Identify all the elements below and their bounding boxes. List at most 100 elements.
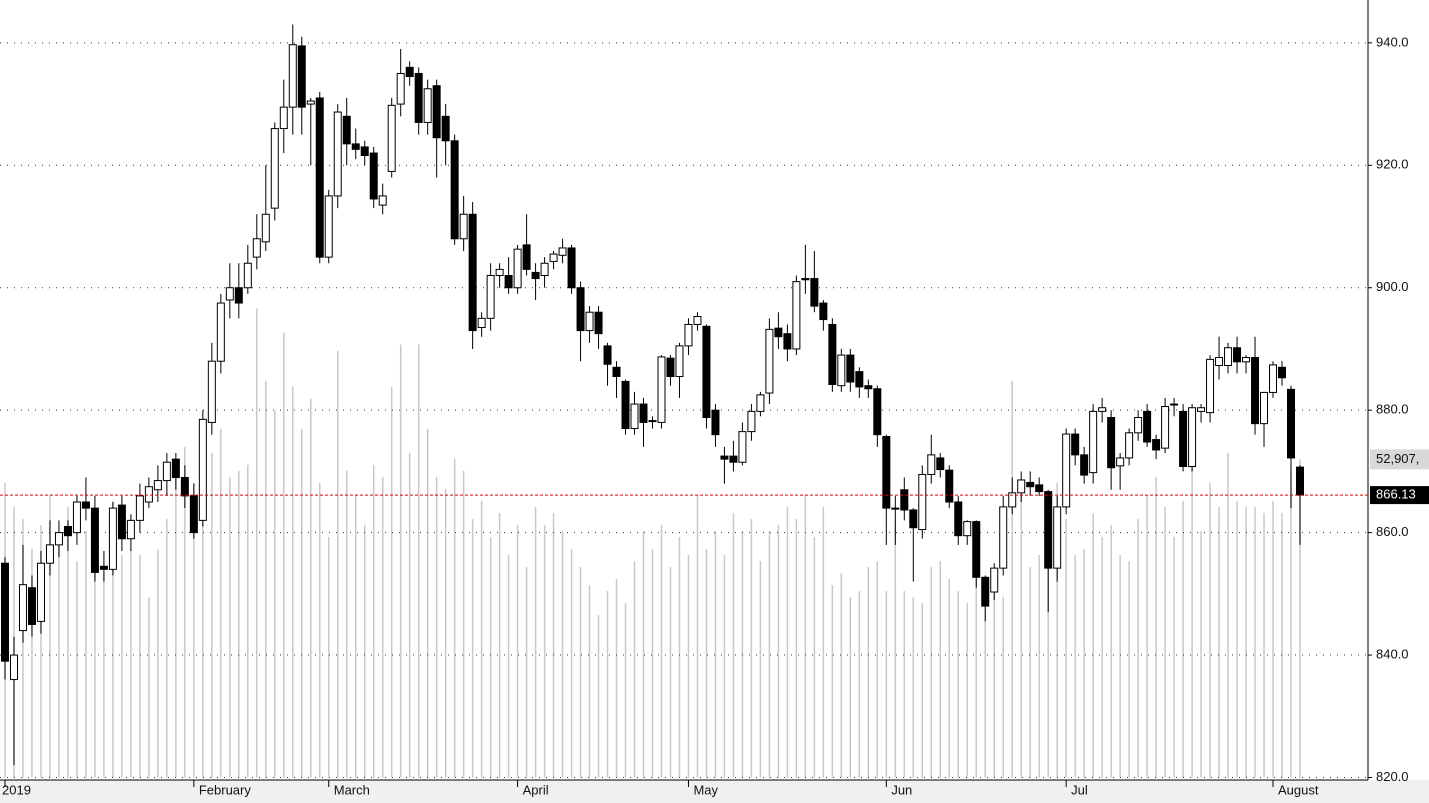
candle-body [504, 274, 513, 289]
volume-bar [687, 555, 690, 778]
volume-bar [1236, 500, 1238, 778]
candle-body [459, 213, 468, 240]
candle-body [603, 345, 612, 365]
volume-bar [1200, 530, 1202, 778]
candle-body [252, 238, 261, 258]
candle-body [999, 506, 1008, 569]
volume-bar [561, 530, 564, 778]
volume-bar [1119, 555, 1121, 778]
volume-bar [732, 512, 735, 778]
volume-bar [139, 555, 141, 778]
candle-body [693, 316, 702, 325]
candle-body [1286, 388, 1295, 459]
candle-body [1134, 417, 1143, 434]
volume-bar [831, 585, 834, 778]
volume-bar [1227, 452, 1229, 778]
candle-body [414, 72, 423, 123]
candle-body [1295, 466, 1304, 496]
volume-bar [543, 524, 546, 778]
volume-bar [804, 494, 807, 778]
volume-bar [1173, 536, 1175, 778]
candle-body [1197, 407, 1206, 412]
candle-body [441, 115, 450, 142]
volume-bar [795, 518, 798, 778]
volume-bar [1038, 555, 1040, 778]
volume-bar [669, 567, 672, 778]
volume-bar [247, 464, 249, 778]
candle-body [54, 532, 63, 546]
y-tick-label: 920.0 [1376, 157, 1409, 172]
candle-body [189, 495, 198, 534]
volume-bar [76, 561, 78, 778]
volume-bar [957, 591, 960, 778]
volume-bar [570, 549, 573, 778]
candle-body [9, 654, 18, 681]
candle-body [1035, 484, 1044, 493]
candle-layer [1, 24, 1304, 766]
volume-bar [1065, 518, 1067, 778]
volume-bar [175, 476, 177, 778]
candle-body [1161, 406, 1170, 449]
candle-body [288, 44, 297, 108]
candle-body [1215, 357, 1224, 366]
candle-body [684, 323, 693, 347]
volume-bar [1074, 555, 1076, 778]
volume-bar [220, 428, 222, 778]
candle-body [540, 262, 549, 276]
candle-body [207, 360, 216, 423]
candle-body [90, 507, 99, 573]
volume-bar [777, 524, 780, 778]
candle-body [909, 509, 918, 529]
volume-bar [1056, 482, 1058, 778]
volume-bar [265, 380, 267, 778]
candle-body [522, 244, 531, 270]
candle-body [927, 454, 936, 475]
volume-bar [166, 518, 168, 778]
candle-body [945, 469, 954, 503]
volume-bar [1083, 549, 1085, 778]
volume-bar [624, 603, 627, 778]
volume-bar [1245, 506, 1247, 778]
candle-body [216, 302, 225, 362]
volume-bar [1218, 506, 1220, 778]
volume-bar [606, 591, 609, 778]
volume-bar [786, 506, 789, 778]
volume-bar [462, 470, 465, 778]
candle-body [1026, 481, 1035, 488]
volume-bar [984, 579, 986, 778]
volume-bar [939, 561, 942, 778]
volume-bar [103, 573, 105, 778]
candle-body [450, 140, 459, 240]
volume-bar [1029, 567, 1031, 778]
volume-bar [498, 512, 501, 778]
x-tick-label: April [523, 782, 549, 797]
volume-bar [274, 410, 276, 778]
candle-body [756, 394, 765, 412]
candle-body [765, 328, 774, 394]
candle-body [234, 287, 243, 304]
candle-body [63, 525, 72, 537]
volume-bar [1182, 500, 1184, 778]
candle-body [1008, 492, 1017, 508]
volume-bar [1281, 512, 1283, 778]
volume-bar [723, 555, 726, 778]
candle-body [1260, 391, 1269, 425]
volume-bar [1191, 458, 1193, 778]
last-volume-box [1370, 449, 1429, 470]
volume-bar [858, 591, 861, 778]
volume-bar [202, 476, 204, 778]
candle-body [162, 461, 171, 482]
volume-bar [58, 536, 60, 778]
candle-body [612, 366, 621, 378]
candle-body [486, 274, 495, 319]
candle-body [963, 521, 972, 537]
volume-bar [22, 518, 24, 778]
volume-bar [651, 549, 654, 778]
candle-body [1098, 407, 1107, 412]
x-tick-label: August [1278, 782, 1319, 797]
candle-body [1269, 364, 1278, 393]
volume-bar [759, 561, 762, 778]
candle-body [594, 311, 603, 335]
volume-bar [193, 482, 195, 778]
candle-body [1017, 479, 1026, 494]
